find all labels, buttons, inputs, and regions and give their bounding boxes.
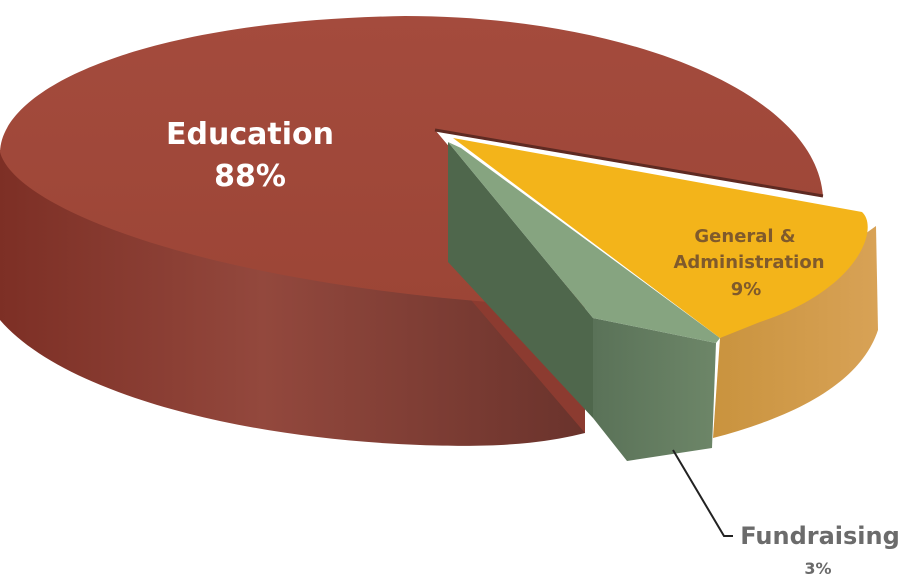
label-education-category: Education (166, 117, 334, 152)
label-ga-category-line1: General & (694, 226, 795, 247)
label-fundraising-value: 3% (804, 559, 831, 578)
slice-general-administration (453, 138, 878, 438)
slice-fundraising-side (593, 318, 716, 461)
slice-fundraising-cut-face (448, 142, 593, 418)
slice-ga-top (453, 138, 868, 338)
slice-fundraising (448, 142, 720, 461)
fundraising-leader-line (672, 449, 733, 537)
slice-fundraising-top (448, 142, 720, 343)
label-ga-category-line2: Administration (673, 252, 824, 273)
slice-education-top (0, 16, 823, 308)
label-education-value: 88% (214, 159, 286, 194)
label-ga-value: 9% (731, 279, 762, 300)
label-fundraising-category: Fundraising (740, 522, 900, 550)
